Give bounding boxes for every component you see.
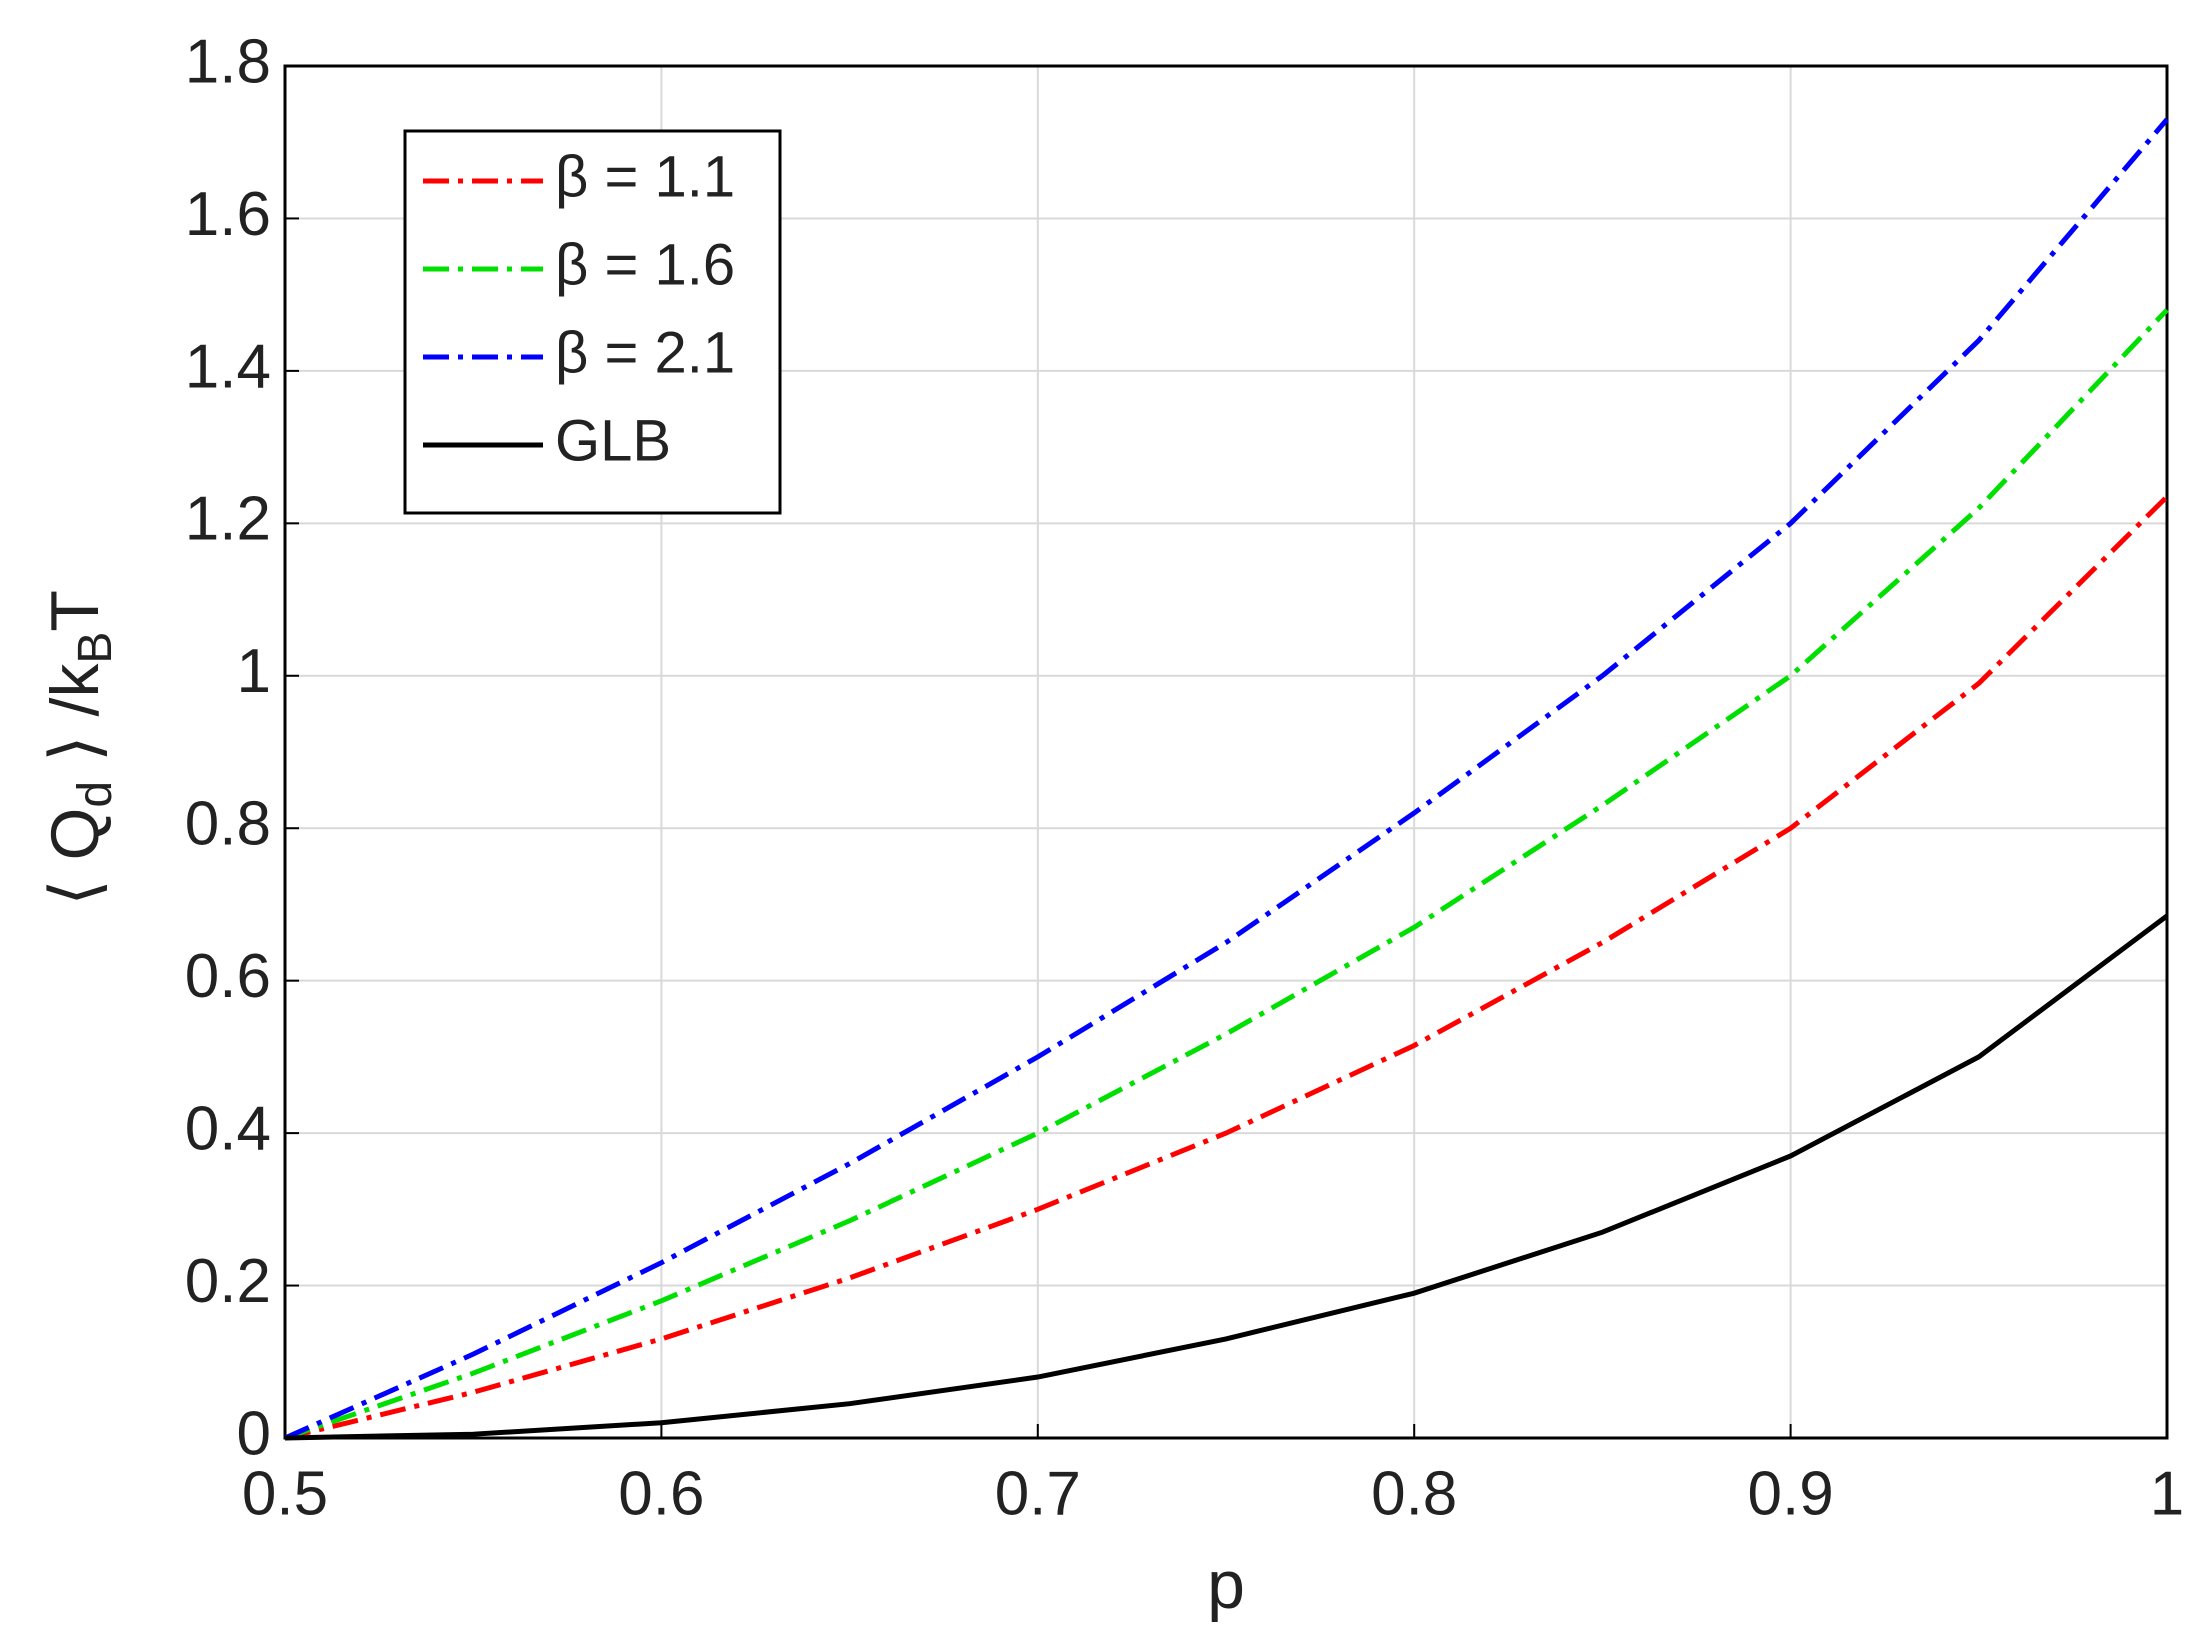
legend-box xyxy=(403,129,782,515)
x-axis-label: p xyxy=(1207,1547,1245,1623)
legend-label: β = 2.1 xyxy=(555,320,735,385)
y-label-part: T xyxy=(37,590,113,632)
legend-label: GLB xyxy=(555,408,671,473)
x-tick-label: 0.8 xyxy=(1371,1459,1457,1528)
series-line xyxy=(284,308,2169,1441)
legend-label: β = 1.6 xyxy=(555,232,735,297)
y-tick-label: 0.2 xyxy=(185,1247,271,1316)
y-label-sub: d xyxy=(69,781,122,808)
x-tick-label: 0.9 xyxy=(1747,1459,1833,1528)
y-tick-label: 0.4 xyxy=(185,1094,271,1163)
y-tick-label: 0.8 xyxy=(185,790,271,859)
legend-label: β = 1.1 xyxy=(555,144,735,209)
y-tick-label: 0 xyxy=(237,1399,271,1468)
series-line xyxy=(284,494,2169,1441)
y-tick-label: 1.6 xyxy=(185,180,271,249)
y-axis-label: ⟨ Qd ⟩ /kBT xyxy=(37,590,122,906)
x-tick-label: 0.6 xyxy=(618,1459,704,1528)
y-label-sub: B xyxy=(69,632,122,664)
x-tick-label: 0.7 xyxy=(995,1459,1081,1528)
x-tick-label: 1 xyxy=(2150,1459,2184,1528)
series-line xyxy=(283,117,2169,1441)
y-tick-label: 1 xyxy=(237,637,271,706)
series-line xyxy=(284,913,2169,1441)
y-tick-label: 1.8 xyxy=(185,27,271,96)
y-tick-label: 0.6 xyxy=(185,942,271,1011)
y-tick-label: 1.2 xyxy=(185,485,271,554)
x-tick-label: 0.5 xyxy=(242,1459,328,1528)
y-label-part: ⟩ /k xyxy=(37,663,113,781)
y-label-part: ⟨ Q xyxy=(37,808,113,906)
y-tick-label: 1.4 xyxy=(185,332,271,401)
plot-frame xyxy=(283,64,2169,1440)
